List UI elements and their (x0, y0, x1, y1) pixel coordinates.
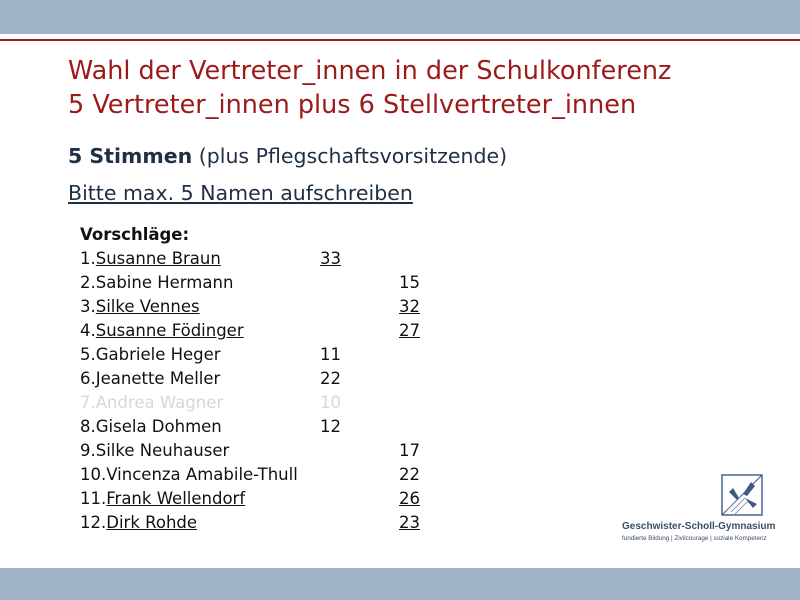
list-item: 5.Gabriele Heger 11 (80, 343, 341, 367)
candidate-votes: 26 (399, 489, 420, 508)
candidate-votes: 10 (320, 393, 341, 412)
candidate-votes: 23 (399, 513, 420, 532)
candidate-name-text: Silke Vennes (95, 297, 200, 316)
candidate-name-text: Jeanette Meller (95, 369, 221, 388)
votes-note: (plus Pflegschaftsvorsitzende) (192, 144, 508, 168)
title-line-2: 5 Vertreter_innen plus 6 Stellvertreter_… (68, 90, 637, 120)
candidate-votes: 22 (320, 369, 341, 388)
candidate-number: 10. (80, 465, 107, 484)
candidate-votes: 33 (320, 249, 341, 268)
candidate-number: 1. (80, 249, 96, 268)
candidate-name: 10.Vincenza Amabile-Thull (80, 463, 298, 487)
votes-count: 5 Stimmen (68, 144, 193, 168)
list-item: 4.Susanne Födinger 27 (80, 319, 420, 343)
title-divider-line (0, 39, 800, 41)
list-item: 1.Susanne Braun 33 (80, 247, 341, 271)
candidate-number: 11. (80, 489, 107, 508)
candidate-number: 7. (80, 393, 96, 412)
candidate-name: 9.Silke Neuhauser (80, 439, 229, 463)
candidate-rows: 1.Susanne Braun 33 2.Sabine Hermann 15 3.Sil… (80, 247, 420, 535)
candidate-name: 2.Sabine Hermann (80, 271, 233, 295)
candidate-list: Vorschläge: 1.Susanne Braun 33 2.Sabine He… (80, 223, 420, 535)
school-name: Geschwister-Scholl-Gymnasium (622, 521, 776, 532)
candidate-number: 6. (80, 369, 96, 388)
candidate-number: 5. (80, 345, 96, 364)
candidate-name: 7.Andrea Wagner (80, 391, 223, 415)
candidate-name-text: Sabine Hermann (95, 273, 234, 292)
list-item: 10.Vincenza Amabile-Thull 22 (80, 463, 420, 487)
candidate-votes: 27 (399, 321, 420, 340)
candidate-name-text: Susanne Födinger (95, 321, 244, 340)
list-item: 7.Andrea Wagner 10 (80, 391, 341, 415)
candidate-votes: 17 (399, 441, 420, 460)
list-header: Vorschläge: (80, 225, 190, 244)
candidate-name: 6.Jeanette Meller (80, 367, 220, 391)
list-item: 12.Dirk Rohde 23 (80, 511, 420, 535)
candidate-votes: 12 (320, 417, 341, 436)
candidate-number: 2. (80, 273, 96, 292)
instruction-text: Bitte max. 5 Namen aufschreiben (68, 181, 413, 205)
candidate-number: 3. (80, 297, 96, 316)
list-item: 6.Jeanette Meller 22 (80, 367, 341, 391)
list-item: 2.Sabine Hermann 15 (80, 271, 420, 295)
candidate-name-text: Silke Neuhauser (95, 441, 230, 460)
list-item: 9.Silke Neuhauser 17 (80, 439, 420, 463)
candidate-name: 8.Gisela Dohmen (80, 415, 222, 439)
candidate-name-text: Vincenza Amabile-Thull (106, 465, 298, 484)
candidate-number: 4. (80, 321, 96, 340)
bottom-footer-band (0, 568, 800, 600)
candidate-name: 4.Susanne Födinger (80, 319, 244, 343)
candidate-name: 3.Silke Vennes (80, 295, 200, 319)
candidate-name: 5.Gabriele Heger (80, 343, 221, 367)
list-item: 11.Frank Wellendorf 26 (80, 487, 420, 511)
candidate-name-text: Gisela Dohmen (95, 417, 222, 436)
candidate-number: 9. (80, 441, 96, 460)
school-tagline: fundierte Bildung | Zivilcourage | sozia… (622, 535, 767, 542)
votes-info: 5 Stimmen (plus Pflegschaftsvorsitzende) (68, 142, 507, 170)
title-line-1: Wahl der Vertreter_innen in der Schulkon… (68, 56, 672, 86)
candidate-name: 11.Frank Wellendorf (80, 487, 245, 511)
candidate-name-text: Frank Wellendorf (106, 489, 246, 508)
school-logo-icon (721, 474, 763, 516)
candidate-votes: 22 (399, 465, 420, 484)
candidate-number: 8. (80, 417, 96, 436)
slide-title: Wahl der Vertreter_innen in der Schulkon… (68, 54, 671, 122)
list-item: 8.Gisela Dohmen 12 (80, 415, 341, 439)
candidate-votes: 11 (320, 345, 341, 364)
candidate-name: 12.Dirk Rohde (80, 511, 197, 535)
candidate-votes: 32 (399, 297, 420, 316)
list-item: 3.Silke Vennes 32 (80, 295, 420, 319)
candidate-name-text: Susanne Braun (95, 249, 221, 268)
candidate-votes: 15 (399, 273, 420, 292)
candidate-name-text: Andrea Wagner (95, 393, 224, 412)
candidate-name: 1.Susanne Braun (80, 247, 221, 271)
top-header-band (0, 0, 800, 34)
candidate-name-text: Dirk Rohde (106, 513, 198, 532)
candidate-number: 12. (80, 513, 107, 532)
candidate-name-text: Gabriele Heger (95, 345, 221, 364)
